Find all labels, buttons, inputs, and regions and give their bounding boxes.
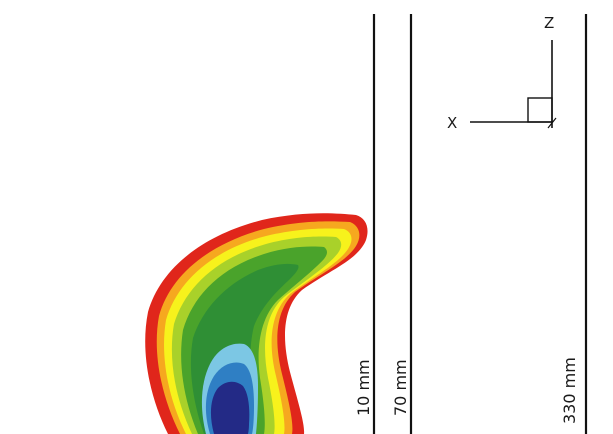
label-10mm: 10 mm: [354, 359, 373, 416]
axes-origin-box: [527, 97, 553, 123]
reference-lines: [372, 14, 588, 434]
origin-tick: [547, 117, 557, 129]
x-axis-label: X: [447, 114, 457, 132]
plume-shape: [145, 213, 368, 434]
plume-layer-navy: [210, 381, 250, 434]
z-axis-label: Z: [544, 14, 554, 32]
label-70mm: 70 mm: [391, 359, 410, 416]
axes-indicator: X Z: [447, 14, 557, 132]
label-330mm: 330 mm: [560, 357, 579, 424]
